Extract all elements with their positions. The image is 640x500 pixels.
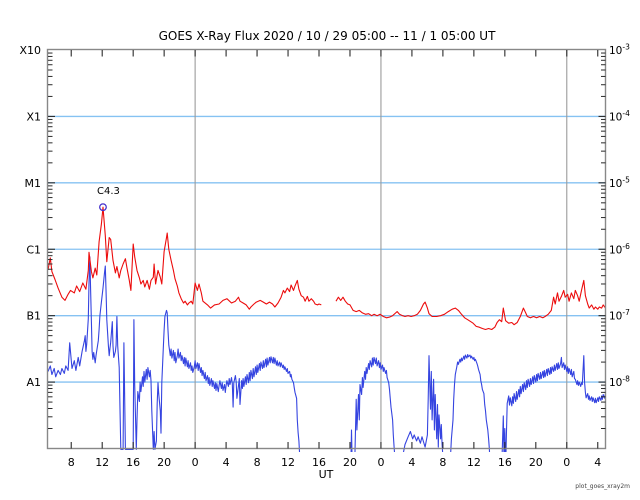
x-axis-title: UT (319, 468, 334, 481)
data-series (47, 206, 607, 452)
x-tick-label: 16 (126, 456, 140, 469)
axis-ticks (48, 50, 606, 449)
x-tick-label: 12 (281, 456, 295, 469)
y-left-label: C1 (26, 243, 41, 256)
x-tick-label: 8 (439, 456, 446, 469)
x-tick-label: 20 (529, 456, 543, 469)
flare-marker (99, 203, 107, 212)
x-tick-label: 16 (498, 456, 512, 469)
x-tick-label: 8 (68, 456, 75, 469)
y-left-label: X10 (19, 44, 41, 57)
x-tick-label: 0 (563, 456, 570, 469)
y-left-label: M1 (25, 177, 42, 190)
x-tick-label: 16 (312, 456, 326, 469)
x-tick-label: 0 (192, 456, 199, 469)
x-tick-label: 4 (408, 456, 415, 469)
red-series-line (47, 206, 606, 331)
flare-label: C4.3 (97, 186, 120, 197)
y-right-label: 10-4 (609, 109, 630, 124)
x-tick-label: 4 (223, 456, 230, 469)
y-right-label: 10-3 (609, 43, 630, 58)
x-tick-label: 8 (254, 456, 261, 469)
axis-labels: 8 12 16 20 0 4 8 12 16 20 0 4 8 12 16 20 0 4 X10 X1 M1 C1 B1 A1… (19, 43, 630, 470)
y-right-label: 10-5 (609, 175, 630, 190)
y-right-label: 10-8 (609, 375, 630, 390)
x-tick-label: 20 (157, 456, 171, 469)
flare-annotation: C4.3 (97, 186, 120, 212)
x-tick-label: 12 (95, 456, 109, 469)
y-left-label: A1 (26, 376, 41, 389)
blue-series-line (47, 256, 607, 452)
y-right-label: 10-6 (609, 242, 630, 257)
y-right-label: 10-7 (609, 308, 630, 323)
x-tick-label: 4 (594, 456, 601, 469)
x-tick-label: 20 (343, 456, 357, 469)
watermark: plot_goes_xray2m (575, 483, 630, 490)
x-tick-label: 0 (377, 456, 384, 469)
y-left-label: B1 (26, 310, 41, 323)
chart-title: GOES X-Ray Flux 2020 / 10 / 29 05:00 -- … (159, 29, 496, 43)
x-tick-label: 12 (467, 456, 481, 469)
y-left-label: X1 (26, 110, 41, 123)
gridlines (48, 50, 606, 449)
